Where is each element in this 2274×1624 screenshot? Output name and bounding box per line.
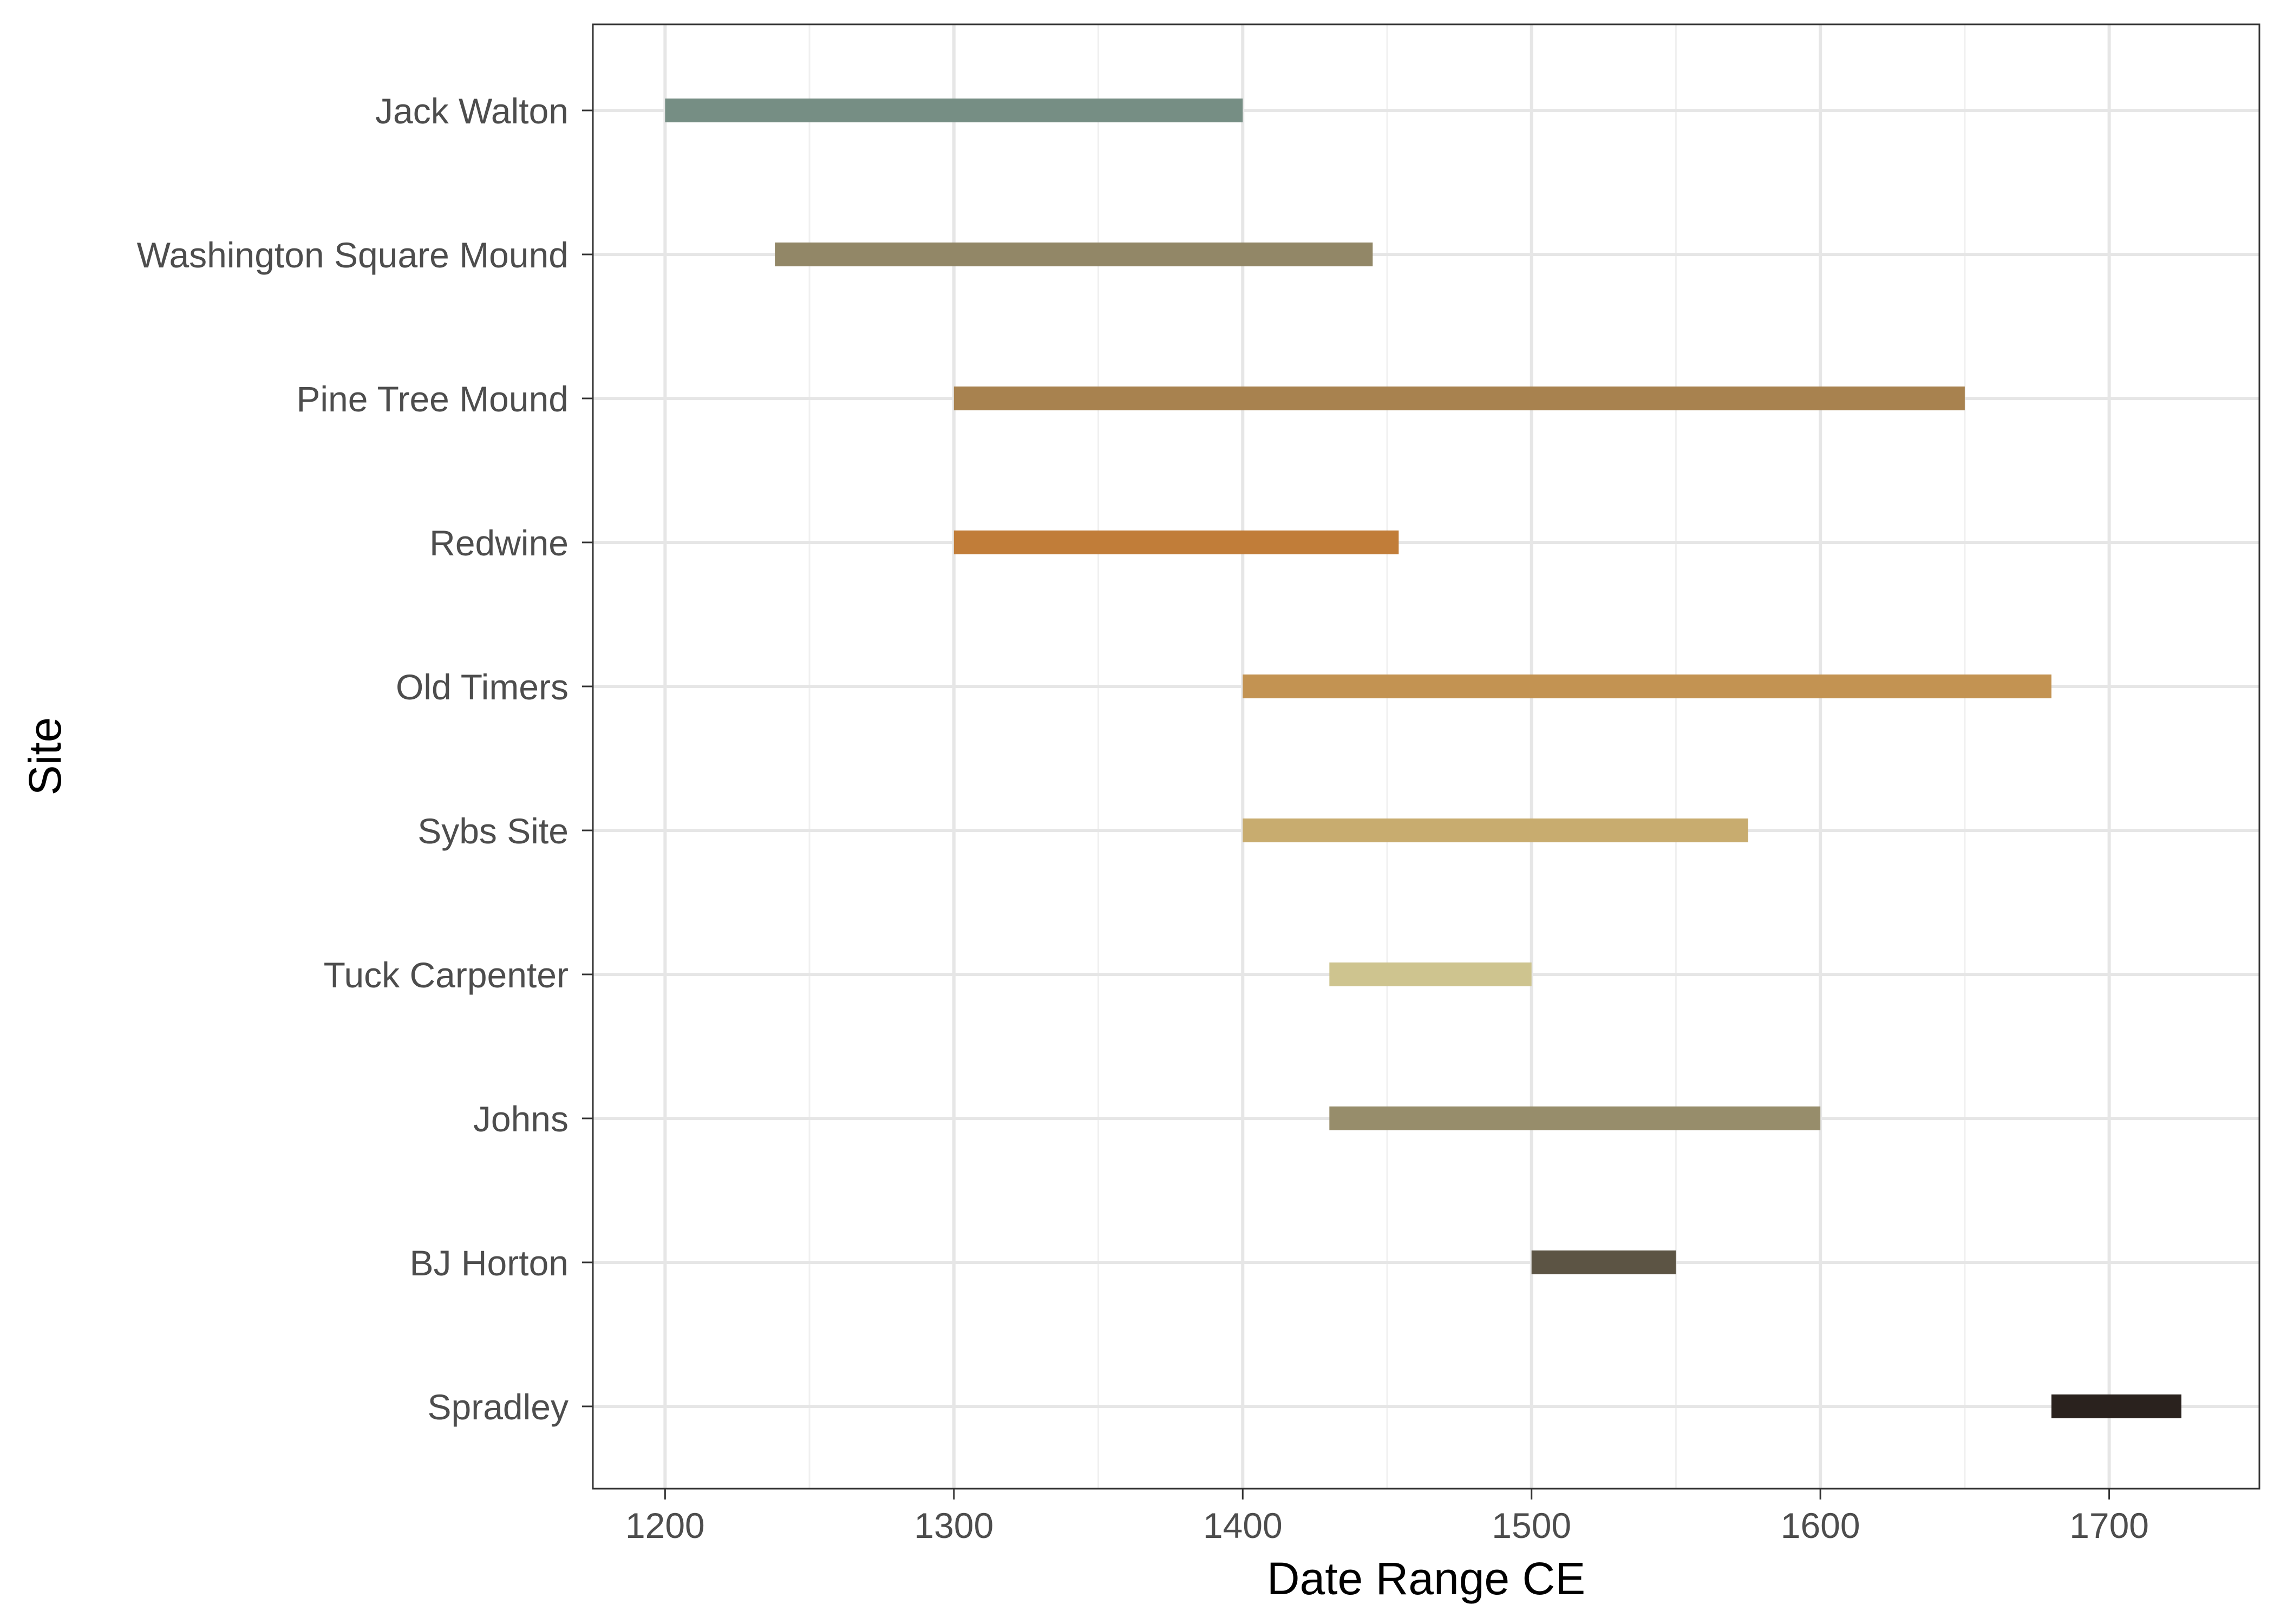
bar-pine-tree-mound bbox=[953, 387, 1965, 410]
bar-sybs-site bbox=[1243, 818, 1748, 842]
x-axis: 1200 1300 1400 1500 1600 1700 bbox=[625, 1489, 2149, 1546]
bar-jack-walton bbox=[665, 99, 1243, 122]
bar-washington-square-mound bbox=[775, 243, 1373, 266]
y-tick-label: Old Timers bbox=[396, 667, 568, 707]
bar-old-timers bbox=[1243, 675, 2051, 698]
y-tick-label: Johns bbox=[473, 1099, 568, 1139]
bar-tuck-carpenter bbox=[1329, 962, 1532, 986]
x-tick-label: 1400 bbox=[1203, 1505, 1283, 1546]
y-tick-label: Spradley bbox=[428, 1387, 569, 1427]
x-tick-label: 1500 bbox=[1492, 1505, 1571, 1546]
plot-border bbox=[592, 23, 2260, 1490]
x-tick-label: 1700 bbox=[2069, 1505, 2149, 1546]
bar-redwine bbox=[953, 531, 1399, 554]
y-tick-label: Washington Square Mound bbox=[137, 235, 568, 275]
y-tick-label: Redwine bbox=[429, 523, 568, 563]
y-tick-label: Tuck Carpenter bbox=[324, 955, 568, 995]
minor-gridlines bbox=[808, 24, 1966, 1489]
y-axis-title: Site bbox=[19, 717, 70, 796]
y-tick-label: Pine Tree Mound bbox=[296, 379, 568, 419]
x-tick-label: 1300 bbox=[914, 1505, 994, 1546]
bar-spradley bbox=[2051, 1394, 2181, 1418]
range-bars bbox=[665, 99, 2181, 1418]
x-tick-label: 1200 bbox=[625, 1505, 705, 1546]
bar-bj-horton bbox=[1531, 1250, 1676, 1274]
x-tick-label: 1600 bbox=[1781, 1505, 1860, 1546]
y-tick-label: Jack Walton bbox=[375, 91, 568, 131]
x-axis-title: Date Range CE bbox=[1267, 1553, 1585, 1604]
y-tick-label: BJ Horton bbox=[410, 1243, 568, 1283]
bar-johns bbox=[1329, 1106, 1821, 1130]
y-tick-label: Sybs Site bbox=[417, 811, 568, 851]
y-axis: Jack Walton Washington Square Mound Pine T… bbox=[137, 91, 593, 1427]
plot-background bbox=[593, 24, 2259, 1489]
